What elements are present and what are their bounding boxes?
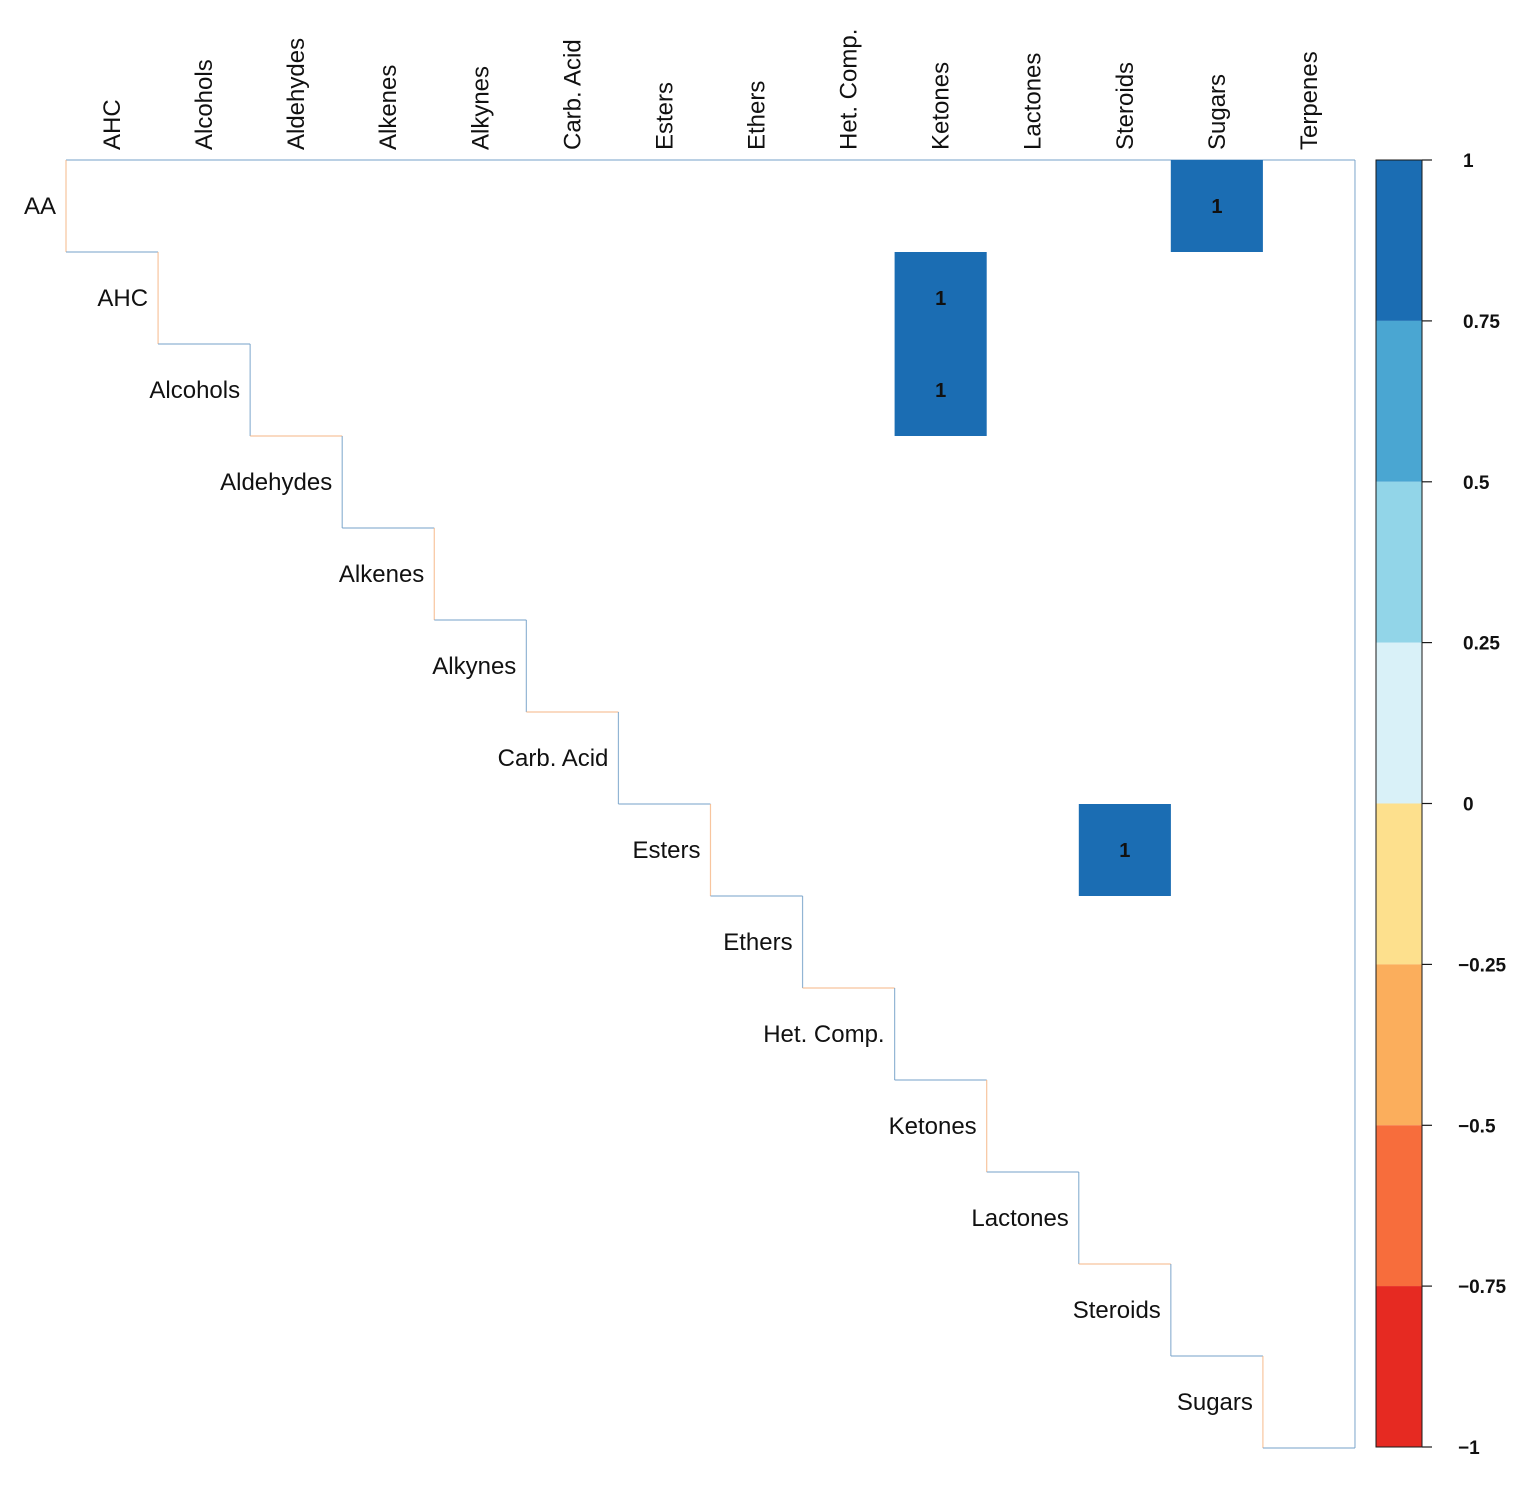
colorbar-band-2 bbox=[1376, 481, 1422, 643]
colorbar-tick-label: 0.75 bbox=[1463, 312, 1500, 333]
cell-value-label-esters-steroids: 1 bbox=[1119, 840, 1130, 862]
row-label-ketones: Ketones bbox=[889, 1113, 977, 1140]
row-label-aa: AA bbox=[24, 193, 56, 220]
row-label-esters: Esters bbox=[632, 837, 700, 864]
colorbar-band-1 bbox=[1376, 320, 1422, 482]
col-label-ethers: Ethers bbox=[744, 81, 771, 150]
cell-value-label-alcohols-ketones: 1 bbox=[935, 380, 946, 402]
colorbar-band-4 bbox=[1376, 803, 1422, 965]
row-label-steroids: Steroids bbox=[1073, 1297, 1161, 1324]
colorbar-tick-label: 1 bbox=[1463, 151, 1474, 172]
colorbar-tick-label: −1 bbox=[1458, 1438, 1480, 1459]
col-label-lactones: Lactones bbox=[1020, 53, 1047, 150]
col-label-sugars: Sugars bbox=[1204, 74, 1231, 150]
heatmap-cells: 1 1 1 1 bbox=[894, 160, 1263, 896]
column-labels: AHC Alcohols Aldehydes Alkenes Alkynes Carb. … bbox=[99, 29, 1323, 150]
colorbar-tick-label: −0.5 bbox=[1458, 1116, 1496, 1137]
colorbar-tick-label: −0.25 bbox=[1458, 955, 1507, 976]
col-label-het-comp: Het. Comp. bbox=[836, 29, 863, 150]
colorbar-tick-label: 0.25 bbox=[1463, 634, 1500, 655]
row-label-ahc: AHC bbox=[97, 285, 148, 312]
col-label-alkenes: Alkenes bbox=[375, 65, 402, 150]
colorbar-tick-label: 0.5 bbox=[1463, 473, 1490, 494]
col-label-alkynes: Alkynes bbox=[467, 66, 494, 150]
col-label-ahc: AHC bbox=[99, 99, 126, 150]
colorbar: 1 0.75 0.5 0.25 0 −0.25 −0.5 −0.75 −1 bbox=[1375, 151, 1507, 1459]
colorbar-tick-label: −0.75 bbox=[1458, 1277, 1507, 1298]
colorbar-band-0 bbox=[1376, 160, 1422, 321]
heatmap-cell-alcohols-ketones bbox=[894, 344, 987, 436]
col-label-steroids: Steroids bbox=[1112, 62, 1139, 150]
row-label-sugars: Sugars bbox=[1177, 1389, 1253, 1416]
row-label-het-comp: Het. Comp. bbox=[763, 1021, 884, 1048]
row-label-carb-acid: Carb. Acid bbox=[498, 745, 609, 772]
triangle-outline bbox=[65, 159, 1356, 1449]
col-label-ketones: Ketones bbox=[928, 62, 955, 150]
row-label-alkenes: Alkenes bbox=[339, 561, 424, 588]
cell-value-label-aa-sugars: 1 bbox=[1211, 196, 1222, 218]
row-label-aldehydes: Aldehydes bbox=[220, 469, 332, 496]
row-label-alkynes: Alkynes bbox=[432, 653, 516, 680]
col-label-terpenes: Terpenes bbox=[1296, 51, 1323, 150]
heatmap-cell-esters-steroids bbox=[1078, 804, 1171, 896]
col-label-carb-acid: Carb. Acid bbox=[559, 39, 586, 150]
row-label-ethers: Ethers bbox=[723, 929, 792, 956]
colorbar-tick-label: 0 bbox=[1463, 795, 1474, 816]
col-label-alcohols: Alcohols bbox=[191, 59, 218, 150]
col-label-aldehydes: Aldehydes bbox=[283, 38, 310, 150]
heatmap-cell-ahc-ketones bbox=[894, 252, 987, 344]
colorbar-band-7 bbox=[1376, 1286, 1422, 1447]
colorbar-band-3 bbox=[1376, 642, 1422, 804]
colorbar-band-5 bbox=[1376, 964, 1422, 1126]
heatmap-cell-aa-sugars bbox=[1170, 160, 1263, 252]
row-labels: AA AHC Alcohols Aldehydes Alkenes Alkynes Carb… bbox=[24, 193, 1253, 1416]
row-label-lactones: Lactones bbox=[971, 1205, 1068, 1232]
row-label-alcohols: Alcohols bbox=[149, 377, 240, 404]
colorbar-band-6 bbox=[1376, 1125, 1422, 1287]
cell-value-label-ahc-ketones: 1 bbox=[935, 288, 946, 310]
col-label-esters: Esters bbox=[652, 82, 679, 150]
